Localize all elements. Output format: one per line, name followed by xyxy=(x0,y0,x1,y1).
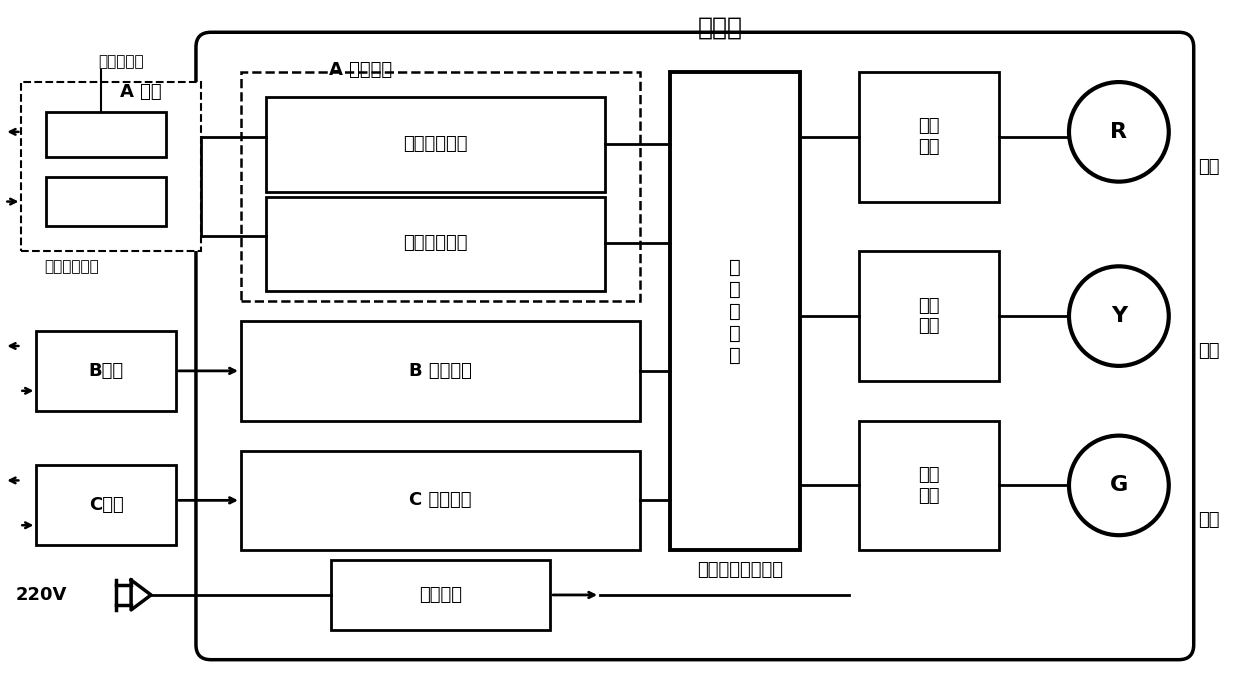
Text: B探头: B探头 xyxy=(88,362,124,380)
Bar xyxy=(241,321,640,421)
Text: Y: Y xyxy=(1111,306,1127,326)
Bar xyxy=(859,251,999,381)
Text: 控制器: 控制器 xyxy=(697,15,743,39)
Text: 给各部分电路供电: 给各部分电路供电 xyxy=(697,561,782,579)
Bar xyxy=(241,72,640,301)
Text: A 探头: A 探头 xyxy=(120,83,162,101)
Text: C探头: C探头 xyxy=(89,496,124,514)
Bar xyxy=(265,197,605,291)
Bar xyxy=(36,331,176,411)
Bar xyxy=(46,112,166,157)
Text: 绿灯: 绿灯 xyxy=(1198,511,1219,529)
Text: G: G xyxy=(1110,475,1128,495)
Text: C 探头检测: C 探头检测 xyxy=(409,492,471,509)
Circle shape xyxy=(1069,436,1169,535)
Text: 稳压电源: 稳压电源 xyxy=(419,586,463,604)
Text: 红外发射驱动: 红外发射驱动 xyxy=(403,135,467,153)
Bar xyxy=(46,176,166,227)
Bar xyxy=(670,72,800,550)
Bar xyxy=(265,97,605,191)
Text: 绿灯
驱动: 绿灯 驱动 xyxy=(919,466,940,505)
Text: 红灯: 红灯 xyxy=(1198,158,1219,176)
Circle shape xyxy=(1069,266,1169,366)
Text: A 探头检测: A 探头检测 xyxy=(329,61,392,79)
Bar xyxy=(859,72,999,202)
Text: 单
片
计
算
机: 单 片 计 算 机 xyxy=(729,257,740,364)
Text: 红外接收模块: 红外接收模块 xyxy=(43,259,99,274)
Text: 220V: 220V xyxy=(16,586,67,604)
Text: B 探头检测: B 探头检测 xyxy=(409,362,472,380)
Text: 黄灯
驱动: 黄灯 驱动 xyxy=(919,297,940,336)
Circle shape xyxy=(1069,82,1169,182)
Bar xyxy=(331,560,551,630)
Text: 黄灯: 黄灯 xyxy=(1198,342,1219,360)
Text: 红灯
驱动: 红灯 驱动 xyxy=(919,117,940,156)
Text: 红外接收处理: 红外接收处理 xyxy=(403,234,467,253)
Bar xyxy=(241,451,640,550)
Bar xyxy=(21,82,201,251)
Bar xyxy=(859,421,999,550)
FancyBboxPatch shape xyxy=(196,32,1194,660)
Text: 红外发射管: 红外发射管 xyxy=(98,54,144,69)
Bar xyxy=(36,466,176,545)
Text: R: R xyxy=(1110,122,1127,142)
